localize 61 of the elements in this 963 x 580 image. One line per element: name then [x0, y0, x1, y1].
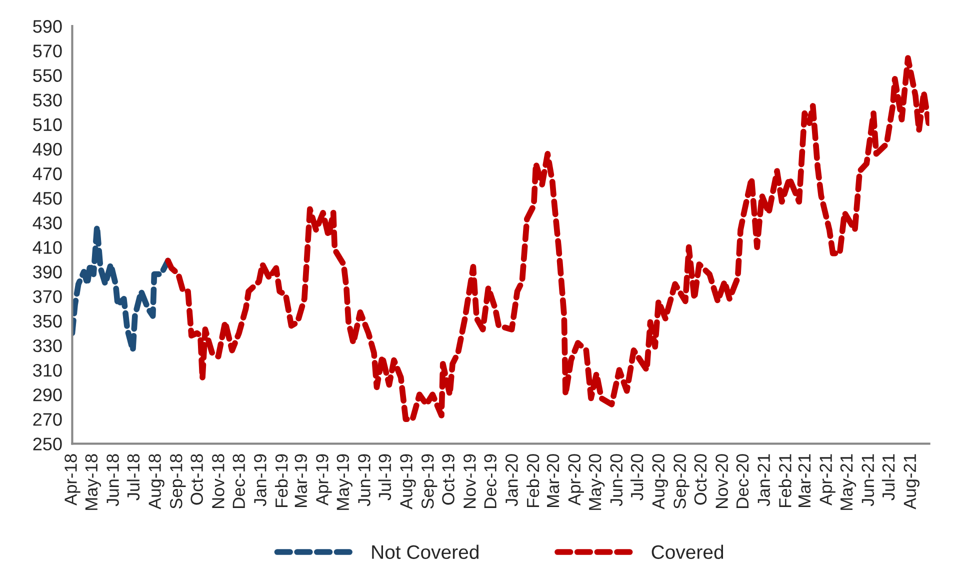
y-tick-label: 450 — [32, 192, 62, 205]
x-tick-label: Jun-18 — [106, 454, 119, 506]
y-tick-label: 370 — [33, 290, 62, 304]
y-tick-label: 270 — [33, 413, 62, 426]
y-tick-label: 250 — [33, 438, 62, 450]
x-tick-label: Nov-18 — [212, 454, 224, 508]
y-tick-label: 530 — [33, 94, 62, 107]
y-tick-label: 330 — [33, 339, 62, 352]
x-tick-label: Oct-19 — [442, 454, 454, 505]
x-tick-label: Mar-21 — [798, 454, 811, 507]
x-tick-label: Apr-19 — [316, 454, 332, 506]
x-tick-label: Sep-20 — [674, 454, 690, 509]
x-tick-label: Jan-19 — [254, 454, 266, 506]
x-tick-label: Jan-21 — [758, 454, 770, 506]
x-tick-label: Sep-18 — [170, 454, 186, 509]
y-tick-label: 470 — [32, 167, 62, 180]
x-tick-label: Jun-19 — [358, 454, 370, 506]
x-tick-label: Dec-18 — [232, 454, 245, 508]
y-tick-label: 350 — [33, 314, 62, 328]
x-tick-label: Oct-20 — [694, 454, 707, 505]
y-tick-label: 430 — [32, 216, 62, 230]
x-tick-label: Apr-18 — [64, 454, 80, 506]
x-tick-label: Aug-21 — [904, 454, 920, 510]
x-tick-label: May-19 — [336, 454, 352, 510]
x-tick-label: Jul-21 — [882, 454, 895, 500]
x-tick-label: Aug-20 — [652, 454, 668, 510]
x-tick-label: Nov-20 — [716, 454, 728, 508]
x-tick-label: Dec-19 — [484, 454, 496, 508]
x-tick-label: Aug-19 — [400, 454, 416, 510]
x-tick-label: Nov-19 — [464, 454, 476, 508]
x-tick-label: May-20 — [588, 454, 605, 510]
y-tick-label: 310 — [33, 364, 62, 377]
x-tick-label: Sep-19 — [421, 454, 438, 509]
x-tick-label: Feb-21 — [778, 454, 792, 507]
y-tick-label: 550 — [33, 69, 62, 82]
y-tick-label: 510 — [33, 118, 62, 132]
x-tick-label: Jun-20 — [610, 454, 623, 506]
x-tick-label: Apr-21 — [820, 454, 836, 506]
y-tick-label: 410 — [32, 241, 62, 254]
x-tick-label: Dec-20 — [736, 454, 749, 508]
x-tick-label: Mar-19 — [294, 454, 307, 507]
x-tick-label: Jul-18 — [126, 454, 140, 500]
x-tick-label: Feb-20 — [526, 454, 540, 507]
y-tick-label: 590 — [33, 20, 62, 33]
x-tick-label: Jul-20 — [630, 454, 644, 500]
y-tick-label: 570 — [33, 44, 62, 58]
x-tick-label: Mar-20 — [546, 454, 560, 507]
x-tick-label: May-18 — [85, 454, 101, 510]
x-tick-label: Jun-21 — [862, 454, 874, 506]
x-tick-label: Oct-18 — [190, 454, 203, 505]
y-tick-label: 290 — [33, 388, 62, 402]
x-tick-label: Jul-19 — [378, 454, 392, 500]
y-tick-label: 390 — [33, 266, 62, 278]
legend-label: Covered — [652, 544, 724, 560]
x-tick-label: Feb-19 — [274, 454, 288, 507]
legend-label: Not Covered — [372, 544, 478, 560]
x-tick-label: Jan-20 — [506, 454, 518, 506]
x-tick-label: May-21 — [840, 454, 856, 510]
x-tick-label: Aug-18 — [148, 454, 164, 510]
y-tick-label: 490 — [32, 142, 62, 156]
x-tick-label: Apr-20 — [568, 454, 584, 506]
